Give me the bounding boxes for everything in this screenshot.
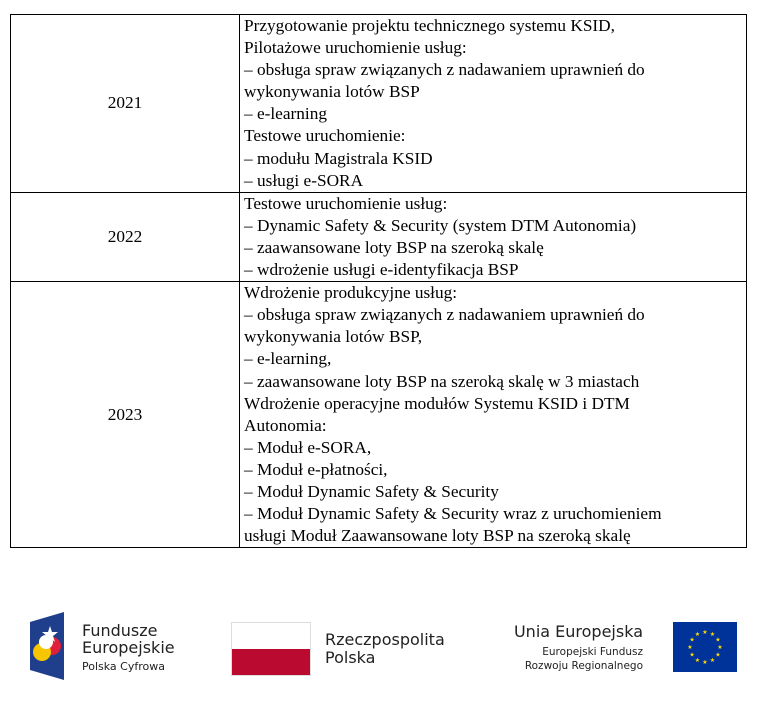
- description-line: – Moduł e-SORA,: [244, 437, 372, 457]
- description-line: Autonomia:: [244, 415, 327, 435]
- eu-star-icon: ★: [702, 629, 707, 636]
- description-line: – Moduł Dynamic Safety & Security: [244, 481, 499, 501]
- description-line: – obsługa spraw związanych z nadawaniem …: [244, 305, 645, 325]
- year-cell: 2021: [10, 14, 240, 193]
- eu-star-icon: ★: [717, 644, 722, 651]
- eu-star-icon: ★: [695, 657, 700, 664]
- description-line: Przygotowanie projektu technicznego syst…: [244, 16, 615, 35]
- description-line: wykonywania lotów BSP: [244, 82, 420, 102]
- description-line: Wdrożenie operacyjne modułów Systemu KSI…: [244, 393, 630, 413]
- eu-star-icon: ★: [710, 657, 715, 664]
- description-line: – Dynamic Safety & Security (system DTM …: [244, 215, 637, 235]
- eu-star-icon: ★: [715, 652, 720, 659]
- description-line: usługi Moduł Zaawansowane loty BSP na sz…: [244, 526, 631, 546]
- description-line: – e-learning,: [244, 349, 332, 369]
- eu-star-icon: ★: [695, 631, 700, 638]
- description-line: – wdrożenie usługi e-identyfikacja BSP: [244, 260, 519, 280]
- eu-star-icon: ★: [710, 631, 715, 638]
- year-cell: 2022: [10, 191, 240, 283]
- fundusze-europejskie-logo: [30, 612, 64, 680]
- eu-star-icon: ★: [689, 637, 694, 644]
- description-line: – zaawansowane loty BSP na szeroką skalę: [244, 237, 544, 257]
- eu-star-icon: ★: [689, 652, 694, 659]
- description-line: wykonywania lotów BSP,: [244, 327, 423, 347]
- description-line: Testowe uruchomienie usług:: [244, 193, 448, 213]
- eu-star-icon: ★: [702, 659, 707, 666]
- description-line: – Moduł e-płatności,: [244, 459, 388, 479]
- year-cell: 2023: [10, 281, 240, 549]
- description-line: – obsługa spraw związanych z nadawaniem …: [244, 60, 645, 80]
- description-line: – modułu Magistrala KSID: [244, 148, 433, 168]
- table-row: 2023 Wdrożenie produkcyjne usług: – obsług…: [10, 281, 747, 549]
- description-line: Wdrożenie produkcyjne usług:: [244, 283, 458, 303]
- table-row: 2021 Przygotowanie projektu technicznego …: [10, 14, 747, 193]
- eu-star-icon: ★: [687, 644, 692, 651]
- polish-flag: [231, 622, 311, 676]
- description-cell: Wdrożenie produkcyjne usług: – obsługa sp…: [239, 281, 747, 549]
- description-line: Pilotażowe uruchomienie usług:: [244, 38, 467, 58]
- description-line: – usługi e-SORA: [244, 170, 364, 190]
- description-line: – Moduł Dynamic Safety & Security wraz z…: [244, 504, 662, 524]
- table-row: 2022 Testowe uruchomienie usług: – Dynamic…: [10, 191, 747, 283]
- ue-text: Unia Europejska Europejski Fundusz Rozwo…: [513, 622, 643, 672]
- description-line: – zaawansowane loty BSP na szeroką skalę…: [244, 371, 640, 391]
- fe-subtitle: Polska Cyfrowa: [82, 660, 165, 673]
- eu-star-icon: ★: [715, 637, 720, 644]
- description-line: Testowe uruchomienie:: [244, 126, 406, 146]
- description-cell: Przygotowanie projektu technicznego syst…: [239, 14, 747, 193]
- footer-logos: Fundusze Europejskie Polska Cyfrowa Rzecz…: [0, 600, 768, 701]
- description-cell: Testowe uruchomienie usług: – Dynamic Saf…: [239, 191, 747, 283]
- fe-title: Fundusze Europejskie: [82, 621, 175, 657]
- rp-title: Rzeczpospolita Polska: [325, 630, 445, 667]
- description-line: – e-learning: [244, 104, 328, 124]
- eu-flag: ★★★★★★★★★ ★ ★★: [673, 622, 737, 672]
- schedule-table: 2021 Przygotowanie projektu technicznego …: [10, 14, 747, 549]
